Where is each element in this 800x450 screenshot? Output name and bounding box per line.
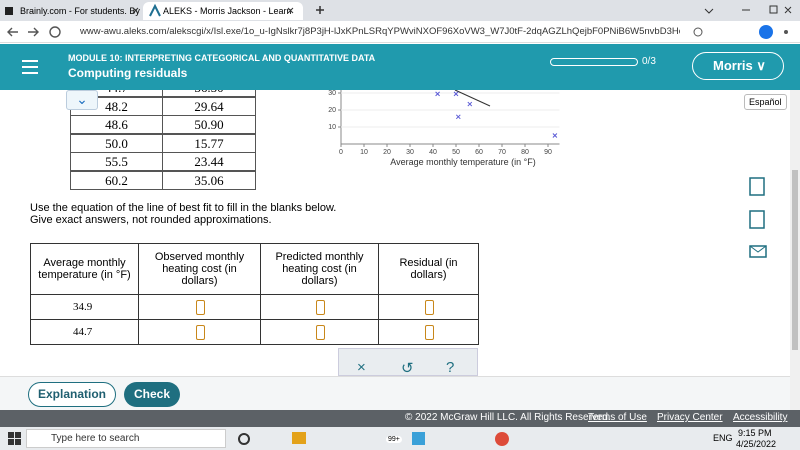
answer-input[interactable]	[315, 325, 325, 340]
best-fit-line	[454, 89, 491, 107]
data-point	[467, 101, 473, 107]
x-tick-label: 80	[521, 149, 529, 156]
table-cell: 50.90	[162, 115, 256, 134]
table-cell	[138, 294, 261, 320]
x-tick-label: 60	[475, 149, 483, 156]
table-cell: 35.06	[162, 170, 256, 190]
table-cell: 15.77	[162, 133, 256, 153]
url[interactable]: www-awu.aleks.com/alekscgi/x/Isl.exe/1o_…	[80, 26, 680, 37]
header-cell: Observed monthly heating cost (in dollar…	[138, 243, 261, 295]
instruction: Give exact answers, not rounded approxim…	[30, 214, 272, 226]
key[interactable]: ?	[446, 359, 455, 376]
nav-icons	[7, 26, 61, 38]
aleks-header: MODULE 10: INTERPRETING CATEGORICAL AND …	[0, 44, 800, 90]
footer: © 2022 McGraw Hill LLC. All Rights Reser…	[0, 410, 800, 427]
bottom-bar: Explanation Check	[0, 376, 790, 410]
data-table: 44.736.5048.229.6448.650.9050.015.7755.5…	[70, 78, 256, 192]
language: ENG	[713, 433, 733, 443]
row-label: 44.7	[73, 326, 93, 338]
data-point	[453, 91, 459, 97]
search-placeholder: Type here to search	[51, 433, 140, 444]
search-box[interactable]: Type here to search	[26, 429, 226, 448]
date: 4/25/2022	[736, 439, 777, 449]
table-cell: 29.64	[162, 96, 256, 116]
x-tick-label: 10	[360, 149, 368, 156]
header-cell: Residual (in dollars)	[378, 243, 479, 295]
scroll-thumb[interactable]	[792, 170, 798, 350]
user-button[interactable]: Morris ∨	[692, 52, 784, 80]
x-tick-label: 50	[452, 149, 460, 156]
key[interactable]: ×	[357, 359, 366, 376]
answer-input[interactable]	[195, 325, 205, 340]
header-cell: Predicted monthly heating cost (in dolla…	[260, 243, 379, 295]
explanation-button[interactable]: Explanation	[28, 382, 116, 407]
header-cell: Average monthly temperature (in °F)	[30, 243, 139, 295]
collapse-button[interactable]: ⌄	[66, 90, 98, 110]
table-cell: 34.9	[30, 294, 139, 320]
keypad: × ↺ ?	[338, 348, 478, 377]
address-bar: www-awu.aleks.com/alekscgi/x/Isl.exe/1o_…	[0, 21, 800, 43]
answer-table: Average monthly temperature (in °F) Obse…	[30, 243, 479, 346]
x-tick-label: 30	[406, 149, 414, 156]
tab-icons	[5, 3, 792, 17]
instruction: Use the equation of the line of best fit…	[30, 202, 337, 214]
table-cell: 55.5	[70, 152, 163, 171]
x-tick-label: 90	[544, 149, 552, 156]
tab[interactable]: ALEKS - Morris Jackson - Learn	[143, 2, 303, 20]
table-cell	[378, 319, 479, 345]
topic-title: Computing residuals	[68, 66, 188, 80]
answer-input[interactable]	[195, 300, 205, 315]
taskbar: Type here to search 99+ ENG 9:15 PM 4/25…	[0, 427, 800, 450]
check-button[interactable]: Check	[124, 382, 180, 407]
table-cell	[260, 319, 379, 345]
x-tick-label: 70	[498, 149, 506, 156]
x-tick-label: 40	[429, 149, 437, 156]
row-label: 34.9	[73, 301, 93, 313]
answer-input[interactable]	[424, 300, 434, 315]
table-cell: 44.7	[30, 319, 139, 345]
data-point	[552, 133, 558, 138]
footer-link[interactable]: Privacy Center	[657, 412, 723, 423]
user-name: Morris	[713, 58, 753, 73]
table-cell: 50.0	[70, 133, 163, 153]
module-title: MODULE 10: INTERPRETING CATEGORICAL AND …	[68, 53, 376, 63]
time: 9:15 PM	[738, 428, 772, 438]
progress: 0/3	[642, 56, 656, 67]
toolbar-icons	[693, 25, 788, 39]
data-point	[435, 91, 440, 97]
footer-link[interactable]: Terms of Use	[588, 412, 647, 423]
tab-bar: Brainly.com - For students. By stu ALEKS…	[0, 0, 800, 21]
table-cell	[378, 294, 479, 320]
menu-icon[interactable]	[22, 59, 42, 75]
side-icons[interactable]	[748, 176, 768, 266]
footer-link[interactable]: Accessibility	[733, 412, 788, 423]
notification-badge: 99+	[386, 436, 402, 443]
table-cell	[260, 294, 379, 320]
windows-icon[interactable]	[8, 432, 22, 446]
table-cell: 60.2	[70, 170, 163, 190]
progress-bar	[550, 58, 638, 66]
x-tick-label: 0	[339, 149, 343, 156]
x-axis-label: Average monthly temperature (in °F)	[390, 157, 536, 167]
taskbar-apps[interactable]	[232, 427, 522, 450]
x-tick-label: 20	[383, 149, 391, 156]
answer-rows: 34.9 44.7	[30, 294, 479, 346]
table-cell: 23.44	[162, 152, 256, 171]
language-button[interactable]: Español	[744, 94, 787, 110]
key[interactable]: ↺	[401, 360, 414, 377]
y-tick-label: 10	[328, 124, 336, 131]
y-tick-label: 20	[328, 107, 336, 114]
copyright: © 2022 McGraw Hill LLC. All Rights Reser…	[405, 412, 611, 423]
table-cell: 48.6	[70, 115, 163, 134]
table-cell	[138, 319, 261, 345]
tab[interactable]: Brainly.com - For students. By stu	[20, 6, 140, 16]
y-tick-label: 30	[328, 90, 336, 97]
answer-input[interactable]	[424, 325, 434, 340]
answer-input[interactable]	[315, 300, 325, 315]
scrollbar	[790, 90, 800, 410]
data-point	[455, 114, 461, 120]
